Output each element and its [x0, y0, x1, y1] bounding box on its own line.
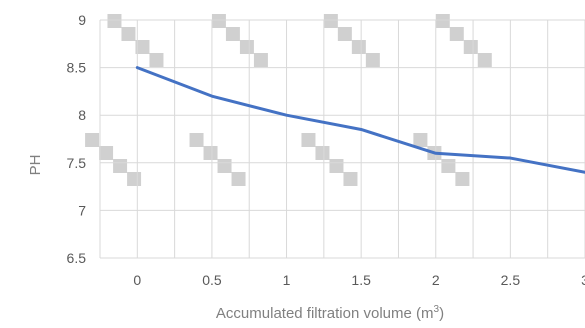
- watermark-square: [463, 40, 478, 54]
- x-axis-title-suffix: ): [439, 305, 444, 322]
- y-tick-label: 8: [78, 107, 86, 123]
- x-tick-label: 0.5: [202, 272, 222, 288]
- watermark-square: [365, 53, 380, 67]
- watermark-square: [231, 172, 246, 186]
- watermark-square: [449, 27, 464, 41]
- watermark-square: [135, 40, 150, 54]
- watermark-square: [441, 159, 456, 173]
- watermark-square: [323, 14, 338, 28]
- watermark-square: [329, 159, 344, 173]
- watermark-square: [315, 146, 330, 160]
- watermark-square: [99, 146, 114, 160]
- watermark-pattern: [85, 14, 492, 186]
- watermark-square: [435, 14, 450, 28]
- watermark-square: [149, 53, 164, 67]
- x-tick-label: 2: [432, 272, 440, 288]
- watermark-square: [127, 172, 142, 186]
- watermark-square: [189, 133, 204, 147]
- watermark-square: [113, 159, 128, 173]
- watermark-square: [455, 172, 470, 186]
- watermark-square: [343, 172, 358, 186]
- x-tick-label: 2.5: [501, 272, 521, 288]
- watermark-square: [239, 40, 254, 54]
- y-tick-label: 9: [78, 12, 86, 28]
- watermark-square: [351, 40, 366, 54]
- x-tick-label: 1: [283, 272, 291, 288]
- x-axis-title-main: Accumulated filtration volume (m: [216, 305, 434, 322]
- watermark-square: [107, 14, 122, 28]
- watermark-square: [85, 133, 100, 147]
- x-axis-title: Accumulated filtration volume (m3): [216, 304, 444, 322]
- watermark-square: [413, 133, 428, 147]
- y-axis-title: PH: [27, 155, 44, 176]
- x-axis-ticks: 0 0.5 1 1.5 2 2.5 3: [133, 272, 585, 288]
- x-axis-title-sup: 3: [434, 304, 440, 315]
- watermark-square: [477, 53, 492, 67]
- y-axis-ticks: 6.5 7 7.5 8 8.5 9: [67, 12, 87, 266]
- watermark-square: [217, 159, 232, 173]
- y-tick-label: 6.5: [67, 250, 87, 266]
- x-tick-label: 1.5: [351, 272, 371, 288]
- y-tick-label: 8.5: [67, 60, 87, 76]
- y-tick-label: 7.5: [67, 155, 87, 171]
- grid-lines: [99, 19, 585, 259]
- watermark-square: [301, 133, 316, 147]
- watermark-square: [211, 14, 226, 28]
- x-tick-label: 0: [133, 272, 141, 288]
- watermark-square: [337, 27, 352, 41]
- watermark-square: [225, 27, 240, 41]
- x-tick-label: 3: [581, 272, 585, 288]
- watermark-square: [203, 146, 218, 160]
- watermark-square: [121, 27, 136, 41]
- watermark-square: [253, 53, 268, 67]
- y-tick-label: 7: [78, 202, 86, 218]
